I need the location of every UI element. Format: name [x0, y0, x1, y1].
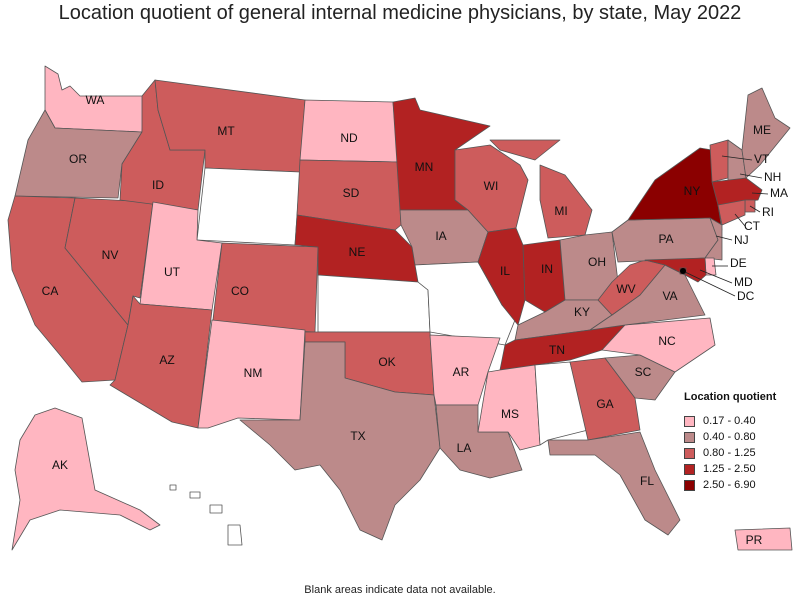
state-GA[interactable] — [569, 357, 641, 441]
state-label-IN: IN — [541, 262, 553, 276]
state-FL[interactable] — [547, 431, 681, 536]
state-SC[interactable] — [604, 354, 676, 401]
state-label-ID: ID — [152, 178, 164, 192]
state-AZ[interactable] — [109, 295, 213, 429]
state-label-CO: CO — [231, 284, 249, 298]
state-label-AZ: AZ — [159, 353, 174, 367]
legend-label: 0.80 - 1.25 — [703, 447, 756, 459]
legend-swatch — [684, 463, 695, 475]
state-MD[interactable] — [644, 257, 707, 283]
legend-swatch — [684, 447, 695, 459]
state-label-WV: WV — [616, 282, 635, 296]
state-label-KY: KY — [574, 305, 590, 319]
state-labels: WA OR CA NV ID MT UT AZ CO NM ND SD NE O… — [42, 93, 788, 547]
legend-swatch — [684, 431, 695, 443]
legend-label: 0.17 - 0.40 — [703, 415, 756, 427]
state-HI[interactable] — [169, 484, 243, 546]
legend-item: 0.80 - 1.25 — [684, 445, 794, 461]
state-label-MN: MN — [415, 160, 434, 174]
state-LA[interactable] — [435, 404, 523, 479]
state-label-NH: NH — [764, 170, 781, 184]
state-label-OR: OR — [69, 152, 87, 166]
state-NM[interactable] — [197, 319, 306, 429]
state-TX[interactable] — [239, 341, 441, 541]
legend-label: 0.40 - 0.80 — [703, 431, 756, 443]
state-VT[interactable] — [709, 139, 729, 183]
state-KS[interactable] — [317, 274, 431, 333]
leader-line-NJ — [715, 235, 733, 241]
legend-label: 1.25 - 2.50 — [703, 463, 756, 475]
leader-line-VT — [721, 155, 753, 161]
state-label-UT: UT — [164, 265, 181, 279]
state-label-FL: FL — [640, 474, 654, 488]
state-label-NC: NC — [658, 334, 676, 348]
state-label-AR: AR — [453, 365, 470, 379]
state-label-VT: VT — [754, 152, 770, 166]
state-IL[interactable] — [477, 227, 526, 326]
state-label-NV: NV — [102, 248, 119, 262]
leader-line-DC — [682, 270, 736, 297]
state-label-OH: OH — [588, 255, 606, 269]
state-MA[interactable] — [711, 177, 763, 206]
legend: Location quotient 0.17 - 0.40 0.40 - 0.8… — [684, 391, 794, 493]
state-AK[interactable] — [11, 407, 161, 551]
state-label-SD: SD — [343, 186, 360, 200]
legend-swatch — [684, 415, 695, 427]
leader-line-MA — [751, 192, 769, 195]
state-label-NM: NM — [244, 366, 263, 380]
state-NY[interactable] — [627, 147, 723, 231]
state-label-TN: TN — [549, 343, 565, 357]
legend-item: 2.50 - 6.90 — [684, 477, 794, 493]
state-label-RI: RI — [762, 205, 774, 219]
state-label-MS: MS — [501, 407, 519, 421]
map-title: Location quotient of general internal me… — [58, 2, 742, 24]
state-label-MI: MI — [554, 204, 567, 218]
legend-item: 1.25 - 2.50 — [684, 461, 794, 477]
legend-title: Location quotient — [684, 391, 777, 403]
state-label-OK: OK — [378, 355, 395, 369]
leader-line-NH — [739, 173, 763, 179]
state-label-IA: IA — [435, 229, 446, 243]
state-label-IL: IL — [500, 264, 510, 278]
state-CO[interactable] — [211, 242, 319, 333]
state-label-MD: MD — [734, 275, 753, 289]
footnote: Blank areas indicate data not available. — [304, 584, 496, 596]
state-label-CT: CT — [744, 219, 761, 233]
state-label-DE: DE — [730, 256, 747, 270]
state-label-VA: VA — [662, 289, 677, 303]
state-PR[interactable] — [734, 527, 793, 551]
leader-line-MD — [699, 269, 733, 284]
state-label-ND: ND — [340, 131, 358, 145]
state-label-PR: PR — [746, 533, 763, 547]
legend-item: 0.17 - 0.40 — [684, 413, 794, 429]
legend-swatch — [684, 479, 695, 491]
state-label-MA: MA — [770, 186, 788, 200]
state-SD[interactable] — [296, 159, 402, 231]
state-label-MT: MT — [217, 124, 235, 138]
state-label-WA: WA — [86, 93, 105, 107]
state-label-DC: DC — [737, 289, 755, 303]
leader-line-RI — [749, 205, 761, 213]
state-label-LA: LA — [457, 441, 472, 455]
state-CT[interactable] — [717, 199, 746, 226]
legend-item: 0.40 - 0.80 — [684, 429, 794, 445]
state-WV[interactable] — [597, 259, 666, 316]
state-OR[interactable] — [14, 109, 143, 199]
state-label-NY: NY — [684, 184, 701, 198]
state-label-TX: TX — [350, 429, 365, 443]
leader-line-CT — [734, 213, 746, 227]
state-WY[interactable] — [196, 167, 301, 246]
state-label-NJ: NJ — [734, 233, 749, 247]
state-label-PA: PA — [658, 232, 673, 246]
legend-label: 2.50 - 6.90 — [703, 479, 756, 491]
state-label-AK: AK — [52, 458, 68, 472]
state-label-WI: WI — [484, 179, 499, 193]
state-label-GA: GA — [596, 397, 613, 411]
state-label-SC: SC — [635, 365, 652, 379]
state-label-CA: CA — [42, 284, 59, 298]
state-label-ME: ME — [753, 123, 771, 137]
state-label-NE: NE — [349, 245, 366, 259]
dc-marker — [680, 268, 686, 274]
